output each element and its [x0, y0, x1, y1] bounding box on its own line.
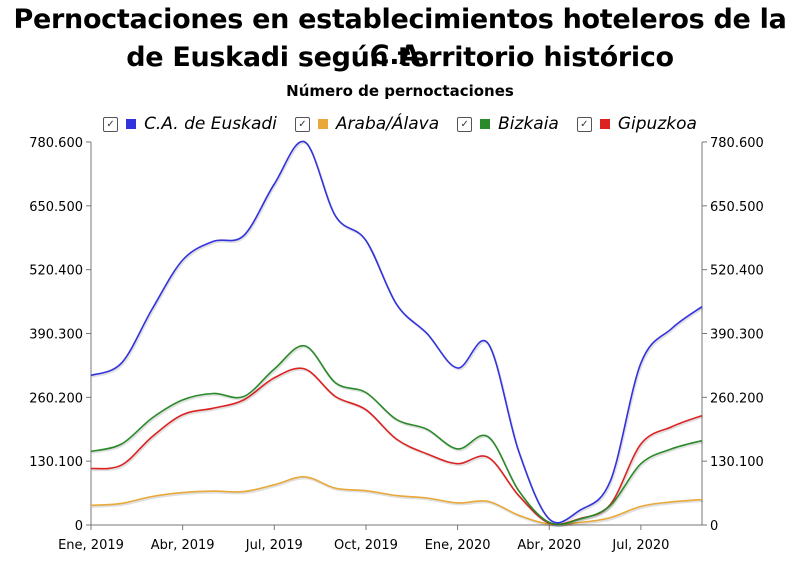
- y-tick-label-left: 780.600: [29, 136, 83, 151]
- y-tick-label-right: 780.600: [710, 136, 764, 151]
- x-tick-label: Abr, 2019: [151, 538, 215, 553]
- series-shadow-euskadi: [91, 142, 704, 526]
- y-tick-label-left: 260.200: [29, 391, 83, 406]
- series-shadow-araba: [91, 477, 704, 527]
- series-line-gipuzkoa: [90, 367, 703, 526]
- legend-item-euskadi[interactable]: ✓ C.A. de Euskadi: [103, 114, 277, 134]
- y-tick-label-left: 130.100: [29, 455, 83, 470]
- y-tick-label-right: 130.100: [710, 455, 764, 470]
- legend-label-gipuzkoa: Gipuzkoa: [617, 114, 697, 134]
- checkbox-icon[interactable]: ✓: [294, 116, 310, 132]
- x-tick-label: Oct, 2019: [334, 538, 398, 553]
- y-tick-label-left: 520.400: [29, 264, 83, 279]
- y-tick-label-right: 0: [710, 519, 718, 534]
- legend: ✓ C.A. de Euskadi ✓ Araba/Álava ✓ Bizkai…: [0, 110, 800, 138]
- legend-swatch-euskadi: [126, 119, 137, 129]
- y-tick-label-right: 260.200: [710, 391, 764, 406]
- series-line-araba: [90, 476, 703, 526]
- legend-item-bizkaia[interactable]: ✓ Bizkaia: [457, 114, 559, 134]
- y-tick-label-left: 650.500: [29, 200, 83, 215]
- x-tick-label: Jul, 2020: [611, 538, 669, 553]
- y-tick-label-right: 650.500: [710, 200, 764, 215]
- series-shadow-bizkaia: [91, 346, 704, 527]
- series-line-euskadi: [90, 140, 703, 524]
- checkbox-icon[interactable]: ✓: [576, 116, 592, 132]
- legend-swatch-araba: [317, 119, 328, 129]
- x-tick-label: Ene, 2019: [58, 538, 124, 553]
- legend-label-euskadi: C.A. de Euskadi: [144, 114, 277, 134]
- chart-title-line-2: de Euskadi según territorio histórico: [126, 42, 674, 73]
- chart-title-line-1: Pernoctaciones en establecimientos hotel…: [13, 4, 787, 71]
- legend-label-araba: Araba/Álava: [335, 114, 440, 134]
- y-tick-label-right: 390.300: [710, 328, 764, 343]
- x-tick-label: Ene, 2020: [425, 538, 491, 553]
- checkbox-icon[interactable]: ✓: [103, 116, 119, 132]
- legend-item-araba[interactable]: ✓ Araba/Álava: [294, 114, 440, 134]
- y-tick-label-right: 520.400: [710, 264, 764, 279]
- y-tick-label-left: 390.300: [29, 328, 83, 343]
- x-tick-label: Abr, 2020: [517, 538, 581, 553]
- chart-subtitle: Número de pernoctaciones: [286, 82, 514, 100]
- y-tick-label-left: 0: [75, 519, 83, 534]
- legend-swatch-gipuzkoa: [599, 119, 610, 129]
- legend-item-gipuzkoa[interactable]: ✓ Gipuzkoa: [576, 114, 697, 134]
- x-tick-label: Jul, 2019: [245, 538, 303, 553]
- series-line-bizkaia: [90, 345, 703, 526]
- legend-label-bizkaia: Bizkaia: [498, 114, 559, 134]
- checkbox-icon[interactable]: ✓: [457, 116, 473, 132]
- legend-swatch-bizkaia: [480, 119, 491, 129]
